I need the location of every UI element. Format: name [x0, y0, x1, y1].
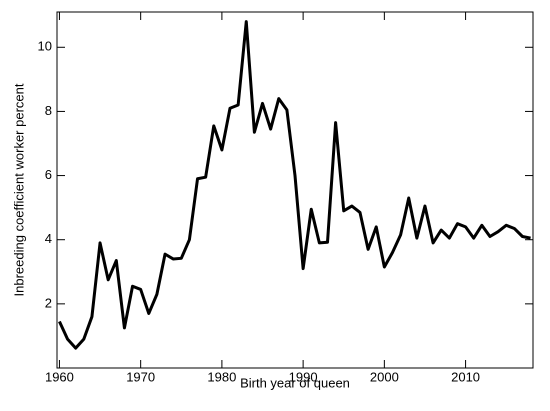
x-tick-label: 1990 — [289, 369, 318, 384]
y-tick-label: 10 — [38, 39, 52, 54]
data-line — [58, 20, 531, 350]
y-tick-label: 4 — [45, 231, 52, 246]
x-tick-label: 1980 — [207, 369, 236, 384]
y-axis-label: Inbreeding coefficient worker percent — [11, 83, 26, 296]
x-axis-label: Birth year of queen — [240, 375, 350, 390]
plot-frame — [56, 11, 534, 369]
x-tick-label: 1960 — [45, 369, 74, 384]
x-tick-label: 1970 — [126, 369, 155, 384]
y-tick-label: 8 — [45, 103, 52, 118]
x-tick-label: 2000 — [370, 369, 399, 384]
y-tick-label: 2 — [45, 295, 52, 310]
x-tick-label: 2010 — [451, 369, 480, 384]
y-tick-label: 6 — [45, 167, 52, 182]
